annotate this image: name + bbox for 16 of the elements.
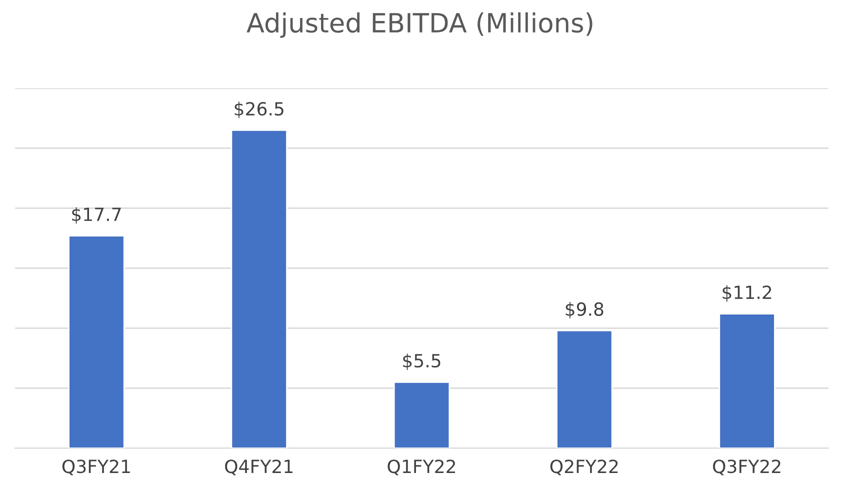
- x-tick-label: Q1FY22: [388, 460, 455, 476]
- x-tick-label: Q3FY21: [62, 460, 130, 476]
- bar: [393, 381, 450, 448]
- bar: [68, 235, 125, 448]
- bar: [230, 130, 288, 448]
- bar: [556, 330, 613, 448]
- data-label: $17.7: [72, 207, 121, 224]
- x-tick-label: Q3FY22: [713, 460, 780, 476]
- chart-title: Adjusted EBITDA (Millions): [246, 12, 592, 38]
- x-tick-label: Q2FY22: [550, 460, 618, 476]
- data-label: $11.2: [722, 285, 772, 302]
- data-label: $26.5: [234, 102, 284, 118]
- data-label: $5.5: [403, 354, 440, 370]
- bar: [718, 313, 776, 448]
- data-label: $9.8: [566, 302, 604, 318]
- x-tick-label: Q4FY21: [225, 460, 292, 476]
